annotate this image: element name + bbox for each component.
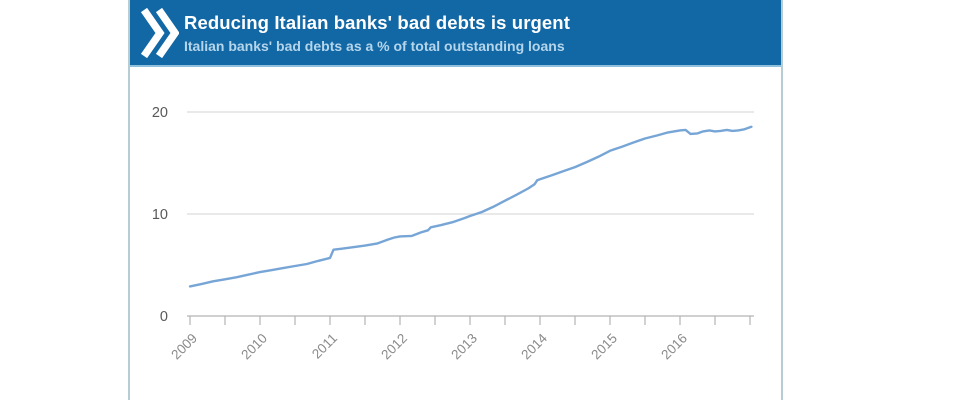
- chart-header: Reducing Italian banks' bad debts is urg…: [130, 0, 781, 67]
- x-tick-label: 2016: [658, 331, 690, 363]
- y-tick-label: 0: [160, 309, 168, 325]
- oecd-double-chevron-icon: [140, 7, 179, 58]
- chart-title: Reducing Italian banks' bad debts is urg…: [184, 12, 570, 34]
- x-tick-label: 2009: [168, 331, 200, 363]
- chart-subtitle: Italian banks' bad debts as a % of total…: [184, 37, 565, 54]
- header-titles: Reducing Italian banks' bad debts is urg…: [184, 11, 570, 53]
- y-tick-label: 20: [152, 105, 168, 121]
- y-tick-label: 10: [152, 207, 168, 223]
- chart-svg: 0 10 20 2009 2010 2011 2012 2013 2014 2015 2016: [152, 105, 754, 363]
- x-tick-label: 2012: [378, 331, 410, 363]
- x-tick-label: 2015: [588, 331, 620, 363]
- x-tick-label: 2014: [518, 330, 550, 362]
- chart-area: 0 10 20 2009 2010 2011 2012 2013 2014 2015 2016: [130, 69, 781, 400]
- chart-card: Reducing Italian banks' bad debts is urg…: [128, 0, 783, 400]
- data-line-bad-debts: [188, 125, 753, 288]
- oecd-logo: [136, 7, 182, 59]
- x-tick-label: 2011: [309, 331, 340, 362]
- x-tick-label: 2013: [448, 331, 480, 363]
- x-tick-label: 2010: [238, 331, 270, 363]
